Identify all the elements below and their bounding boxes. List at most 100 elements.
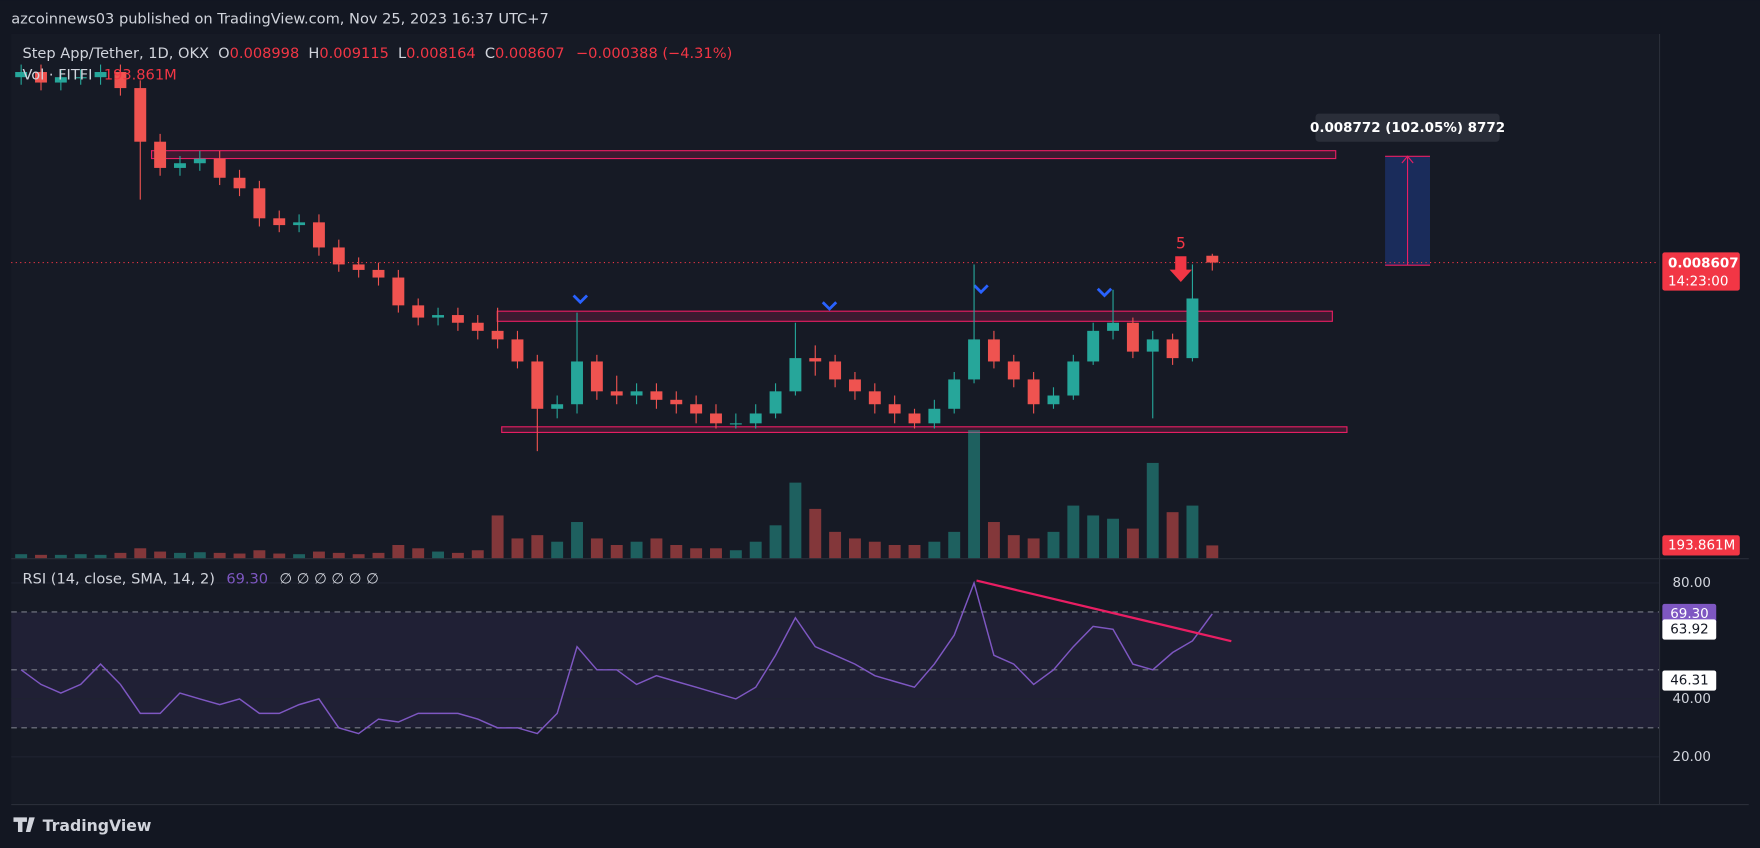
candle-body bbox=[710, 413, 722, 424]
volume-legend: Vol · FITFI 193.861M bbox=[22, 66, 176, 83]
volume-bar bbox=[1126, 528, 1139, 559]
y-tick-label: 80.00 bbox=[1672, 576, 1711, 591]
candle-body bbox=[392, 277, 405, 306]
candle-body bbox=[372, 269, 385, 278]
candle-body bbox=[888, 404, 901, 414]
value-tag: 46.31 bbox=[1670, 674, 1709, 689]
candle-body bbox=[928, 408, 941, 424]
candle-body bbox=[154, 141, 167, 168]
volume-bar bbox=[809, 508, 822, 559]
candle-body bbox=[74, 77, 87, 79]
volume-bar bbox=[15, 554, 28, 559]
volume-bar bbox=[312, 551, 325, 559]
volume-bar bbox=[154, 551, 167, 559]
candle-body bbox=[690, 404, 703, 414]
candle-body bbox=[471, 322, 484, 331]
volume-bar bbox=[670, 545, 683, 559]
volume-bar bbox=[749, 541, 762, 559]
candle-body bbox=[94, 72, 107, 78]
volume-bar bbox=[193, 552, 206, 559]
volume-bar bbox=[1027, 538, 1040, 559]
volume-bar bbox=[471, 550, 484, 559]
logo bbox=[13, 817, 35, 833]
candle-body bbox=[968, 339, 981, 380]
legend-value: 0.008164 bbox=[406, 45, 476, 62]
legend-value: 0.009115 bbox=[319, 45, 389, 62]
volume-bar bbox=[531, 535, 544, 559]
candle-body bbox=[1027, 379, 1040, 405]
candle-body bbox=[253, 188, 266, 219]
volume-bar bbox=[571, 522, 583, 559]
candle-body bbox=[174, 163, 186, 168]
wave-label: 5 bbox=[1176, 233, 1186, 252]
candle-body bbox=[233, 177, 246, 189]
candle-body bbox=[451, 315, 464, 323]
legend-change: −0.000388 (−4.31%) bbox=[576, 45, 732, 62]
volume-bar bbox=[848, 538, 861, 559]
candle-body bbox=[848, 379, 861, 392]
candle-body bbox=[630, 391, 643, 396]
candle-body bbox=[1206, 255, 1219, 263]
candle-body bbox=[35, 72, 47, 83]
volume-bar bbox=[948, 531, 961, 559]
volume-bar bbox=[332, 552, 345, 559]
volume-bar bbox=[94, 554, 107, 559]
candle-body bbox=[1007, 361, 1020, 380]
volume-bar bbox=[74, 554, 87, 559]
volume-bar bbox=[1067, 505, 1080, 559]
peak-marker bbox=[973, 284, 989, 295]
resistance-zone bbox=[150, 150, 1337, 160]
value-tag-bg bbox=[1662, 603, 1717, 625]
countdown: 14:23:00 bbox=[1668, 275, 1728, 290]
rsi-value: 69.30 bbox=[226, 570, 268, 587]
support-zone bbox=[501, 426, 1348, 433]
marks bbox=[11, 64, 1659, 735]
volume-bar bbox=[1146, 462, 1159, 559]
candle-body bbox=[670, 399, 683, 405]
price-tag-bg bbox=[1662, 252, 1740, 291]
rsi-line bbox=[20, 580, 1213, 735]
peak-marker bbox=[821, 301, 838, 311]
volume-bar bbox=[174, 552, 186, 559]
candle-body bbox=[769, 391, 782, 414]
candle-body bbox=[332, 247, 345, 265]
candle-body bbox=[1146, 339, 1159, 352]
volume-bar bbox=[888, 545, 901, 559]
candle-body bbox=[491, 330, 504, 340]
candle-body bbox=[293, 222, 306, 226]
volume-bar bbox=[968, 430, 981, 559]
peak-marker bbox=[572, 294, 589, 305]
candle-body bbox=[1087, 330, 1100, 362]
volume-bar bbox=[134, 548, 147, 559]
value-tag-bg bbox=[1662, 670, 1717, 691]
value-tag: 69.30 bbox=[1670, 607, 1709, 622]
volume-bar bbox=[1007, 535, 1020, 559]
volume-tag-bg bbox=[1662, 535, 1740, 556]
candle-body bbox=[213, 158, 226, 178]
markers bbox=[572, 284, 1113, 311]
rsi-legend: RSI (14, close, SMA, 14, 2) 69.30 ∅ ∅ ∅ … bbox=[22, 570, 378, 587]
candle-body bbox=[1107, 322, 1119, 331]
candle-body bbox=[531, 361, 544, 409]
symbol: Step App/Tether, 1D, OKX bbox=[22, 45, 209, 62]
volume-bar bbox=[1206, 545, 1219, 559]
tags: 0.008607 14:23:00 193.861M 80.00 40.00 20.00 6… bbox=[1662, 252, 1740, 765]
volume-bar bbox=[868, 541, 881, 559]
price-legend: Step App/Tether, 1D, OKX O0.008998 H0.00… bbox=[22, 45, 732, 62]
value-tag: 63.92 bbox=[1670, 623, 1709, 638]
volume-bar bbox=[392, 545, 405, 559]
candle-body bbox=[15, 72, 28, 78]
volume-bar bbox=[273, 553, 286, 559]
candle-body bbox=[809, 358, 822, 362]
resistance-zone bbox=[496, 310, 1333, 322]
volume-bar bbox=[590, 538, 603, 559]
volume-bar bbox=[511, 538, 524, 559]
volume-bar bbox=[451, 552, 464, 559]
rsi-title: RSI (14, close, SMA, 14, 2) bbox=[22, 570, 215, 587]
candle-body bbox=[312, 222, 325, 248]
volume-bar bbox=[253, 550, 266, 559]
volume-bar bbox=[630, 541, 643, 559]
candle-body bbox=[114, 72, 127, 89]
header-text: azcoinnews03 published on TradingView.co… bbox=[11, 10, 549, 27]
